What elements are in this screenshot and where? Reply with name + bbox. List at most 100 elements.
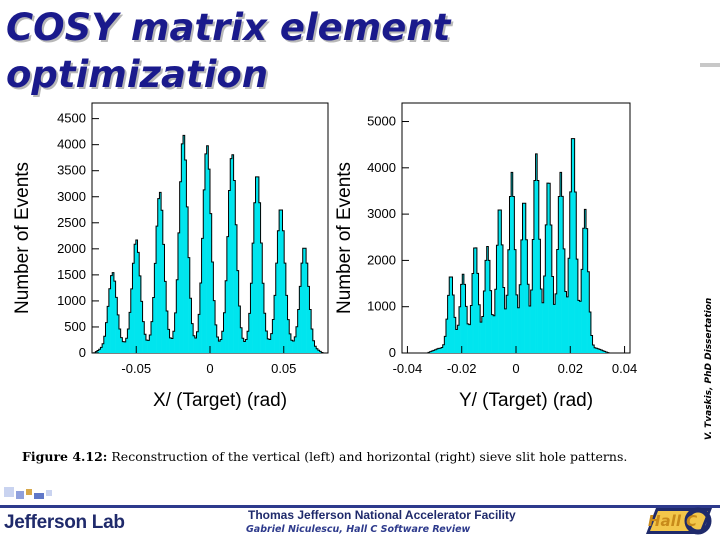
slide-title-line1: COSY matrix element — [6, 6, 451, 49]
histogram-bin — [125, 338, 128, 353]
jefferson-lab-logo-text: Jefferson Lab — [4, 512, 125, 533]
x-tick-label: 0.04 — [612, 361, 637, 376]
histogram-bin — [248, 313, 251, 353]
y-tick-label: 1500 — [57, 267, 86, 282]
hall-c-logo-text: Hall C — [648, 512, 698, 530]
histogram-bin — [253, 202, 256, 353]
histogram-bin — [184, 159, 187, 353]
histogram-bin — [129, 312, 132, 353]
histogram-bin — [592, 345, 595, 353]
histogram-bin — [204, 153, 207, 353]
histogram-bin — [553, 304, 556, 353]
histogram-bin — [316, 348, 319, 353]
histogram-bin — [304, 248, 307, 353]
histogram-bin — [514, 249, 517, 353]
histogram-bin — [590, 335, 593, 353]
histogram-bin — [546, 183, 549, 353]
histogram-bin — [450, 276, 453, 353]
x-axis-title: X/ (Target) (rad) — [153, 390, 287, 411]
histogram-bin — [602, 350, 605, 353]
histogram-bin — [243, 341, 246, 353]
histogram-bin — [166, 310, 169, 353]
histogram-bin — [525, 239, 528, 353]
histogram-bin — [445, 319, 448, 353]
histogram-bin — [211, 262, 214, 353]
histogram-bin — [597, 348, 600, 353]
hall-c-logo-icon — [646, 507, 712, 535]
histogram-bin — [154, 263, 157, 353]
x-axis-title: Y/ (Target) (rad) — [459, 390, 593, 411]
histogram-bin — [483, 291, 486, 353]
x-tick-label: 0.02 — [558, 361, 583, 376]
histogram-outline — [402, 138, 630, 354]
histogram-bin — [556, 249, 559, 353]
histogram-bin — [221, 331, 224, 353]
histogram-bin — [452, 295, 455, 353]
histogram-bin — [569, 191, 572, 353]
histogram-bin — [235, 224, 238, 353]
histogram-bin — [134, 244, 137, 353]
histogram-bin — [571, 138, 574, 353]
histogram-bin — [481, 316, 484, 353]
histogram-bin — [555, 293, 558, 353]
histogram-bars — [428, 138, 610, 353]
histogram-bin — [533, 180, 536, 353]
histogram-bin — [486, 246, 489, 353]
histogram-bin — [317, 350, 320, 353]
histogram-bin — [110, 275, 113, 353]
histogram-bin — [255, 176, 258, 353]
histogram-bin — [159, 192, 162, 353]
histogram-bin — [459, 306, 461, 353]
histogram-bin — [306, 263, 309, 353]
histogram-bin — [535, 153, 538, 353]
histogram-bin — [319, 351, 322, 353]
caption-label: Figure 4.12: — [22, 449, 108, 464]
histogram-bin — [573, 138, 575, 353]
histogram-bin — [105, 322, 108, 353]
histogram-bin — [582, 228, 585, 353]
histogram-bin — [169, 337, 172, 353]
histogram-bin — [475, 247, 478, 353]
histogram-bin — [462, 274, 465, 353]
histogram-bin — [103, 336, 106, 353]
histogram-bin — [262, 283, 265, 353]
histogram-bin — [122, 341, 125, 353]
histogram-bin — [280, 210, 283, 353]
histogram-bin — [527, 284, 530, 353]
histogram-bin — [455, 329, 458, 353]
histogram-bin — [290, 340, 293, 353]
y-tick-label: 2500 — [57, 215, 86, 230]
footer-band — [0, 482, 720, 540]
histogram-bin — [228, 190, 231, 353]
histogram-bin — [124, 341, 127, 353]
histogram-bin — [538, 239, 541, 353]
histogram-bin — [540, 288, 543, 353]
histogram-bin — [299, 286, 302, 353]
histogram-bin — [568, 258, 571, 353]
histogram-bin — [449, 277, 452, 353]
histogram-bin — [247, 331, 250, 353]
histogram-bin — [167, 329, 170, 353]
histogram-bin — [213, 300, 216, 353]
histogram-bin — [473, 247, 476, 353]
histogram-bin — [432, 350, 435, 353]
histogram-bin — [586, 228, 588, 353]
histogram-bin — [176, 279, 179, 353]
histogram-bin — [113, 281, 116, 353]
histogram-bin — [564, 291, 567, 353]
histogram-bin — [506, 295, 509, 353]
histogram-bin — [186, 206, 189, 353]
histogram-bin — [132, 263, 135, 353]
histogram-bin — [517, 307, 520, 353]
histogram-bin — [476, 273, 479, 353]
slide-title: COSY matrix element optimization — [6, 4, 450, 98]
histogram-bin — [199, 283, 202, 353]
y-tick-label: 1000 — [367, 299, 396, 314]
histogram-bin — [309, 309, 312, 353]
histogram-bin — [269, 339, 271, 353]
histogram-bin — [460, 284, 463, 353]
histogram-bin — [277, 230, 280, 353]
histogram-bin — [215, 324, 218, 353]
histogram-bin — [532, 239, 535, 353]
histogram-bin — [193, 335, 196, 353]
